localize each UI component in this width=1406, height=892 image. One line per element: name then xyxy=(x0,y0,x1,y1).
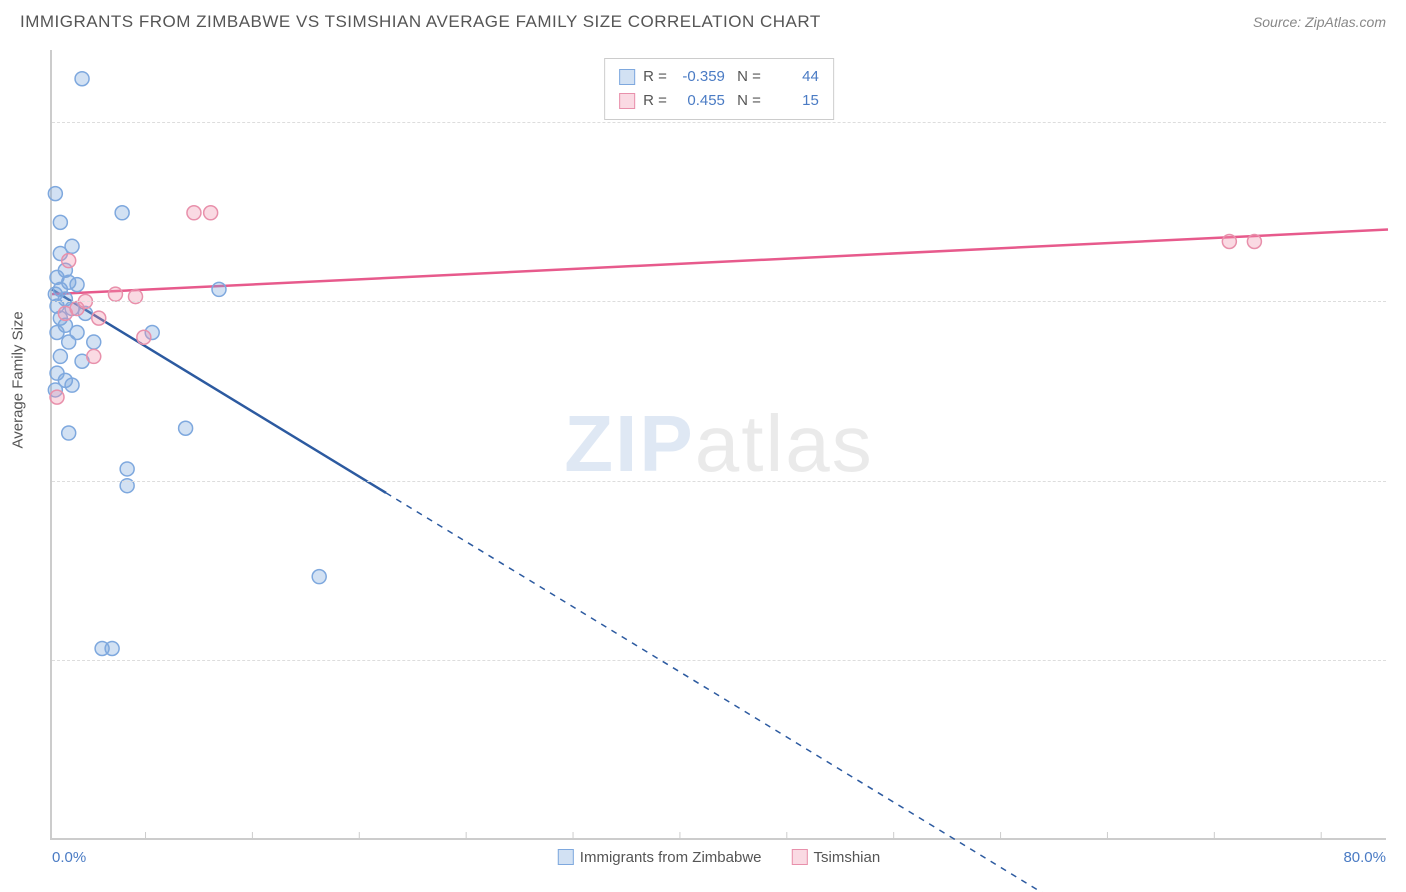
stats-swatch-series1 xyxy=(619,69,635,85)
source-attribution: Source: ZipAtlas.com xyxy=(1253,14,1386,30)
stats-row-series1: R = -0.359 N = 44 xyxy=(619,65,819,89)
r-value-series2: 0.455 xyxy=(675,89,725,113)
legend-label-series2: Tsimshian xyxy=(814,849,881,866)
chart-header: IMMIGRANTS FROM ZIMBABWE VS TSIMSHIAN AV… xyxy=(0,0,1406,40)
stats-swatch-series2 xyxy=(619,93,635,109)
gridline-h xyxy=(52,481,1386,482)
n-value-series2: 15 xyxy=(769,89,819,113)
n-label: N = xyxy=(733,89,761,113)
chart-title: IMMIGRANTS FROM ZIMBABWE VS TSIMSHIAN AV… xyxy=(20,12,821,32)
legend-item-series2: Tsimshian xyxy=(792,849,881,866)
r-label: R = xyxy=(643,89,667,113)
n-value-series1: 44 xyxy=(769,65,819,89)
legend-swatch-series2 xyxy=(792,849,808,865)
r-label: R = xyxy=(643,65,667,89)
gridline-h xyxy=(52,660,1386,661)
y-tick-label: 1.75 xyxy=(1391,652,1406,669)
correlation-stats-box: R = -0.359 N = 44 R = 0.455 N = 15 xyxy=(604,58,834,120)
legend-bottom: Immigrants from Zimbabwe Tsimshian xyxy=(558,849,880,866)
r-value-series1: -0.359 xyxy=(675,65,725,89)
scatter-plot-svg xyxy=(52,50,1388,840)
stats-row-series2: R = 0.455 N = 15 xyxy=(619,89,819,113)
y-tick-label: 3.25 xyxy=(1391,293,1406,310)
legend-swatch-series1 xyxy=(558,849,574,865)
x-axis-max-label: 80.0% xyxy=(1343,849,1386,866)
chart-plot-area: ZIPatlas R = -0.359 N = 44 R = 0.455 N =… xyxy=(50,50,1386,840)
x-axis-min-label: 0.0% xyxy=(52,849,86,866)
y-tick-label: 2.50 xyxy=(1391,472,1406,489)
y-tick-label: 4.00 xyxy=(1391,113,1406,130)
gridline-h xyxy=(52,301,1386,302)
legend-label-series1: Immigrants from Zimbabwe xyxy=(580,849,762,866)
y-axis-label: Average Family Size xyxy=(10,311,27,448)
n-label: N = xyxy=(733,65,761,89)
legend-item-series1: Immigrants from Zimbabwe xyxy=(558,849,762,866)
gridline-h xyxy=(52,122,1386,123)
